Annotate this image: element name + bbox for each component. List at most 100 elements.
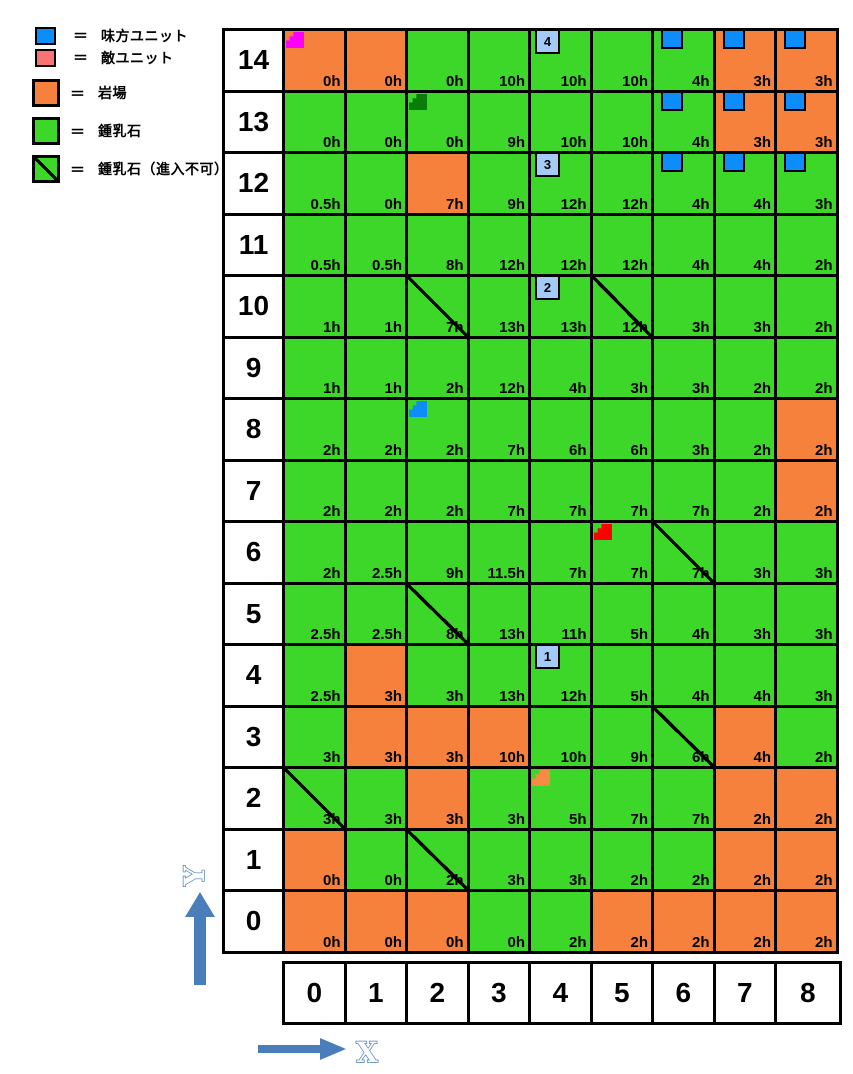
map-cell-x4-y4[interactable]: 1 12h [531,646,593,708]
map-cell-x1-y10[interactable]: 1h [346,277,408,339]
map-cell-x6-y8[interactable]: 3h [654,400,716,462]
map-cell-x1-y3[interactable]: 3h [346,707,408,769]
map-cell-x6-y2[interactable]: 7h [654,769,716,831]
map-cell-x6-y12[interactable]: 4h [654,154,716,216]
map-cell-x5-y14[interactable]: 10h [592,31,654,93]
map-cell-x4-y10[interactable]: 2 13h [531,277,593,339]
map-cell-x8-y1[interactable]: 2h [777,830,839,892]
map-cell-x1-y11[interactable]: 0.5h [346,215,408,277]
map-cell-x3-y13[interactable]: 9h [469,92,531,154]
map-cell-x8-y11[interactable]: 2h [777,215,839,277]
map-cell-x0-y3[interactable]: 3h [285,707,347,769]
map-cell-x1-y4[interactable]: 3h [346,646,408,708]
map-cell-x5-y1[interactable]: 2h [592,830,654,892]
map-cell-x8-y4[interactable]: 3h [777,646,839,708]
map-cell-x2-y10[interactable]: 7h [408,277,470,339]
map-cell-x2-y8[interactable]: 2h [408,400,470,462]
map-cell-x6-y1[interactable]: 2h [654,830,716,892]
map-cell-x3-y10[interactable]: 13h [469,277,531,339]
map-cell-x8-y3[interactable]: 2h [777,707,839,769]
map-cell-x4-y11[interactable]: 12h [531,215,593,277]
map-cell-x8-y6[interactable]: 3h [777,523,839,585]
map-cell-x0-y14[interactable]: 0h [285,31,347,93]
map-cell-x0-y11[interactable]: 0.5h [285,215,347,277]
map-cell-x2-y9[interactable]: 2h [408,338,470,400]
map-cell-x7-y4[interactable]: 4h [715,646,777,708]
map-cell-x3-y1[interactable]: 3h [469,830,531,892]
map-cell-x6-y7[interactable]: 7h [654,461,716,523]
map-cell-x6-y5[interactable]: 4h [654,584,716,646]
map-cell-x8-y0[interactable]: 2h [777,892,839,954]
map-cell-x3-y0[interactable]: 0h [469,892,531,954]
map-cell-x4-y7[interactable]: 7h [531,461,593,523]
map-cell-x8-y8[interactable]: 2h [777,400,839,462]
map-cell-x7-y5[interactable]: 3h [715,584,777,646]
map-cell-x2-y2[interactable]: 3h [408,769,470,831]
map-cell-x4-y1[interactable]: 3h [531,830,593,892]
map-cell-x1-y7[interactable]: 2h [346,461,408,523]
map-cell-x6-y4[interactable]: 4h [654,646,716,708]
map-cell-x7-y13[interactable]: 3h [715,92,777,154]
map-cell-x0-y8[interactable]: 2h [285,400,347,462]
map-cell-x4-y8[interactable]: 6h [531,400,593,462]
map-cell-x2-y7[interactable]: 2h [408,461,470,523]
map-cell-x3-y6[interactable]: 11.5h [469,523,531,585]
map-cell-x1-y0[interactable]: 0h [346,892,408,954]
map-cell-x3-y3[interactable]: 10h [469,707,531,769]
map-cell-x3-y7[interactable]: 7h [469,461,531,523]
map-cell-x6-y9[interactable]: 3h [654,338,716,400]
map-cell-x1-y1[interactable]: 0h [346,830,408,892]
map-cell-x2-y3[interactable]: 3h [408,707,470,769]
map-cell-x4-y2[interactable]: 5h [531,769,593,831]
map-cell-x3-y2[interactable]: 3h [469,769,531,831]
map-cell-x5-y11[interactable]: 12h [592,215,654,277]
map-cell-x7-y1[interactable]: 2h [715,830,777,892]
map-cell-x3-y5[interactable]: 13h [469,584,531,646]
map-cell-x0-y1[interactable]: 0h [285,830,347,892]
map-cell-x3-y14[interactable]: 10h [469,31,531,93]
map-cell-x2-y4[interactable]: 3h [408,646,470,708]
map-cell-x1-y9[interactable]: 1h [346,338,408,400]
map-cell-x4-y6[interactable]: 7h [531,523,593,585]
map-cell-x4-y14[interactable]: 4 10h [531,31,593,93]
map-cell-x2-y13[interactable]: 0h [408,92,470,154]
map-cell-x1-y12[interactable]: 0h [346,154,408,216]
map-cell-x2-y6[interactable]: 9h [408,523,470,585]
map-cell-x4-y0[interactable]: 2h [531,892,593,954]
map-cell-x1-y5[interactable]: 2.5h [346,584,408,646]
map-cell-x5-y10[interactable]: 12h [592,277,654,339]
map-cell-x2-y0[interactable]: 0h [408,892,470,954]
map-cell-x0-y13[interactable]: 0h [285,92,347,154]
map-cell-x6-y6[interactable]: 7h [654,523,716,585]
map-cell-x7-y9[interactable]: 2h [715,338,777,400]
map-cell-x8-y7[interactable]: 2h [777,461,839,523]
map-cell-x8-y2[interactable]: 2h [777,769,839,831]
map-cell-x0-y0[interactable]: 0h [285,892,347,954]
map-cell-x7-y14[interactable]: 3h [715,31,777,93]
map-cell-x8-y12[interactable]: 3h [777,154,839,216]
map-cell-x2-y11[interactable]: 8h [408,215,470,277]
map-cell-x0-y7[interactable]: 2h [285,461,347,523]
map-cell-x3-y4[interactable]: 13h [469,646,531,708]
map-cell-x7-y12[interactable]: 4h [715,154,777,216]
map-cell-x5-y9[interactable]: 3h [592,338,654,400]
map-cell-x7-y6[interactable]: 3h [715,523,777,585]
map-cell-x6-y10[interactable]: 3h [654,277,716,339]
map-cell-x1-y14[interactable]: 0h [346,31,408,93]
map-cell-x7-y7[interactable]: 2h [715,461,777,523]
map-cell-x5-y0[interactable]: 2h [592,892,654,954]
map-cell-x5-y8[interactable]: 6h [592,400,654,462]
map-cell-x5-y3[interactable]: 9h [592,707,654,769]
map-cell-x1-y6[interactable]: 2.5h [346,523,408,585]
map-cell-x8-y5[interactable]: 3h [777,584,839,646]
map-cell-x5-y12[interactable]: 12h [592,154,654,216]
map-cell-x5-y2[interactable]: 7h [592,769,654,831]
map-cell-x5-y7[interactable]: 7h [592,461,654,523]
map-cell-x0-y6[interactable]: 2h [285,523,347,585]
map-cell-x3-y11[interactable]: 12h [469,215,531,277]
map-cell-x6-y14[interactable]: 4h [654,31,716,93]
map-cell-x8-y14[interactable]: 3h [777,31,839,93]
map-cell-x5-y4[interactable]: 5h [592,646,654,708]
map-cell-x5-y5[interactable]: 5h [592,584,654,646]
map-cell-x4-y12[interactable]: 3 12h [531,154,593,216]
